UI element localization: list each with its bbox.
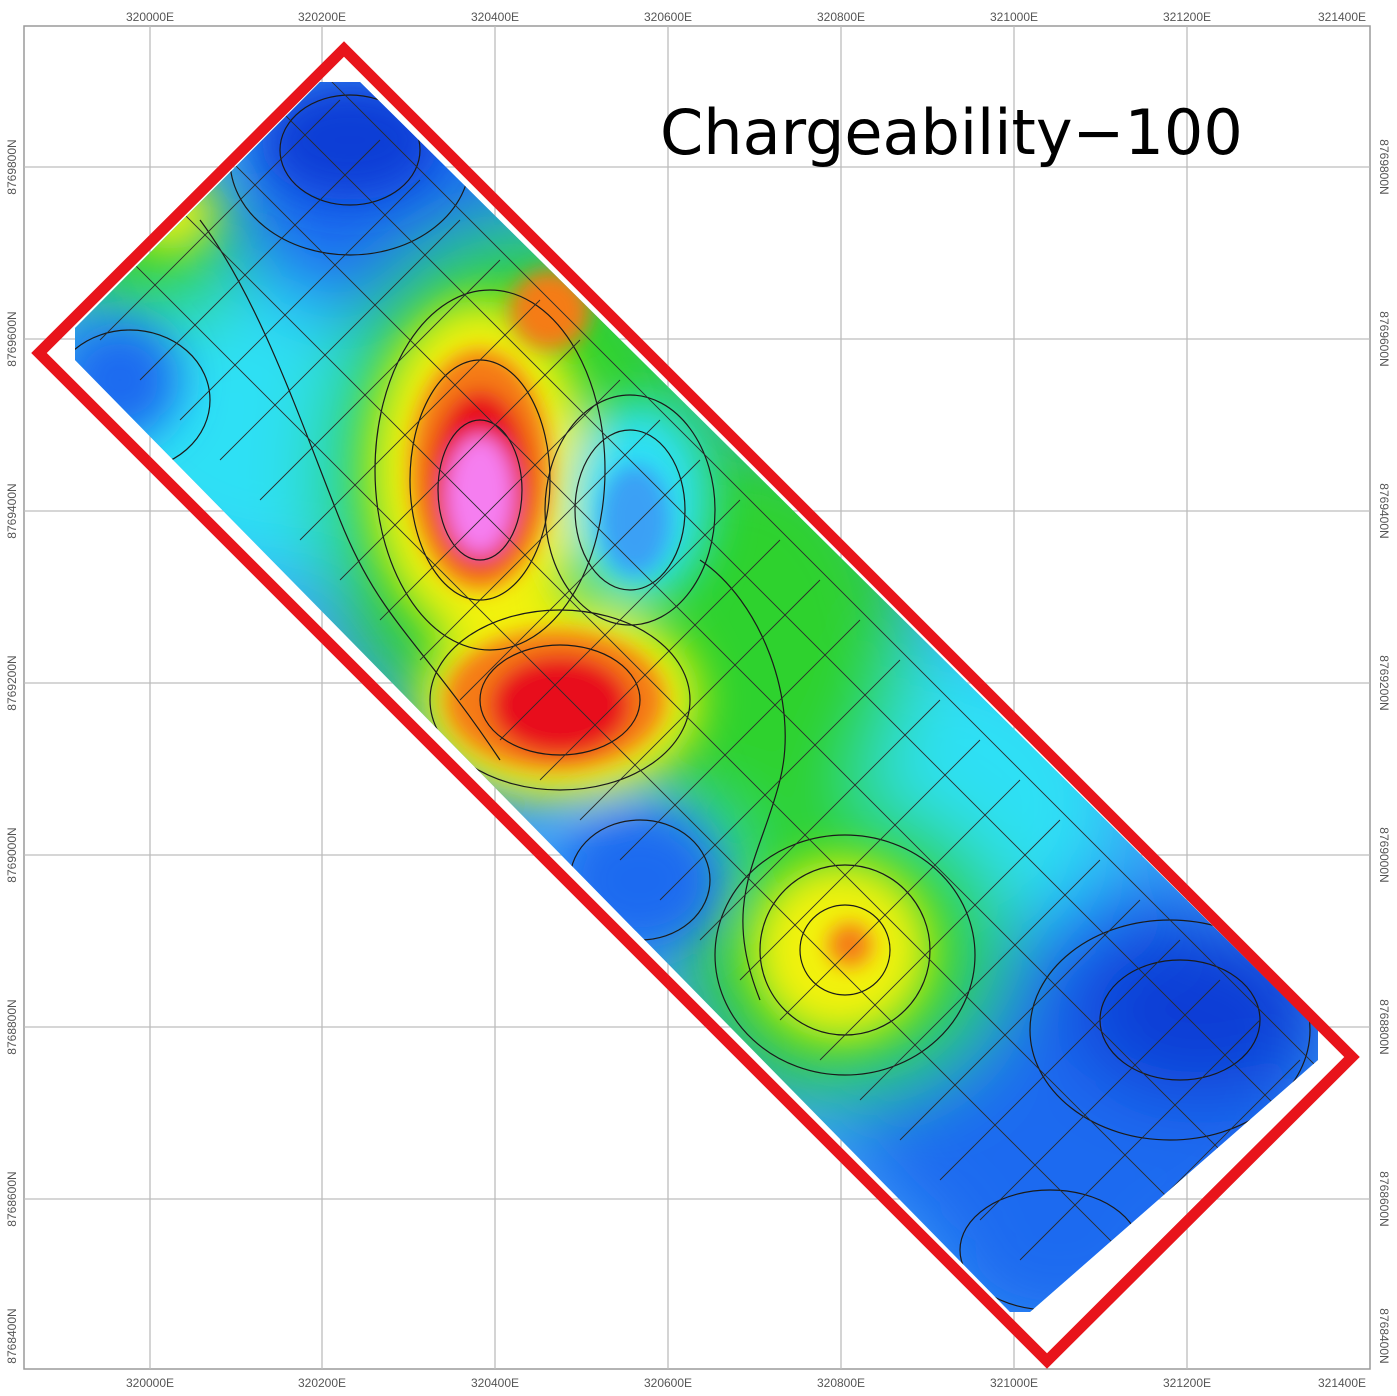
x-tick-label-bottom: 321000E [990, 1376, 1038, 1390]
x-tick-label-bottom: 320600E [644, 1376, 692, 1390]
y-tick-label-left: 8768400N [5, 1308, 19, 1363]
y-tick-label-right: 8769200N [1377, 655, 1391, 710]
map-title: Chargeability−100 [660, 96, 1243, 169]
x-tick-label-top: 320400E [471, 10, 519, 24]
x-axis-bottom-labels: 320000E 320200E 320400E 320600E 320800E 32100… [126, 1376, 1366, 1390]
y-tick-label-left: 8769000N [5, 827, 19, 882]
y-tick-label-left: 8768600N [5, 1171, 19, 1226]
x-tick-label-bottom: 321400E [1318, 1376, 1366, 1390]
survey-lines [99, 82, 1318, 1312]
y-tick-label-left: 8769600N [5, 311, 19, 366]
x-tick-label-bottom: 320000E [126, 1376, 174, 1390]
x-tick-label-bottom: 320200E [298, 1376, 346, 1390]
y-tick-label-right: 8768400N [1377, 1308, 1391, 1363]
x-tick-label-top: 321000E [990, 10, 1038, 24]
x-tick-label-top: 320200E [298, 10, 346, 24]
y-axis-left-labels: 8769800N 8769600N 8769400N 8769200N 8769000N… [5, 139, 19, 1363]
y-tick-label-left: 8768800N [5, 999, 19, 1054]
x-tick-label-top: 320800E [817, 10, 865, 24]
x-axis-top-labels: 320000E 320200E 320400E 320600E 320800E 32100… [126, 10, 1366, 24]
y-tick-label-left: 8769200N [5, 655, 19, 710]
y-tick-label-right: 8768800N [1377, 999, 1391, 1054]
y-tick-label-right: 8769800N [1377, 139, 1391, 194]
y-tick-label-right: 8768600N [1377, 1171, 1391, 1226]
x-tick-label-bottom: 321200E [1163, 1376, 1211, 1390]
x-tick-label-top: 321400E [1318, 10, 1366, 24]
y-axis-right-labels: 8769800N 8769600N 8769400N 8769200N 8769000N… [1377, 139, 1391, 1363]
x-tick-label-top: 321200E [1163, 10, 1211, 24]
survey-area-outline [31, 41, 1360, 1369]
y-tick-label-right: 8769600N [1377, 311, 1391, 366]
y-tick-label-left: 8769800N [5, 139, 19, 194]
x-tick-label-bottom: 320400E [471, 1376, 519, 1390]
x-tick-label-bottom: 320800E [817, 1376, 865, 1390]
x-tick-label-top: 320000E [126, 10, 174, 24]
y-tick-label-right: 8769000N [1377, 827, 1391, 882]
y-tick-label-left: 8769400N [5, 483, 19, 538]
y-tick-label-right: 8769400N [1377, 483, 1391, 538]
x-tick-label-top: 320600E [644, 10, 692, 24]
